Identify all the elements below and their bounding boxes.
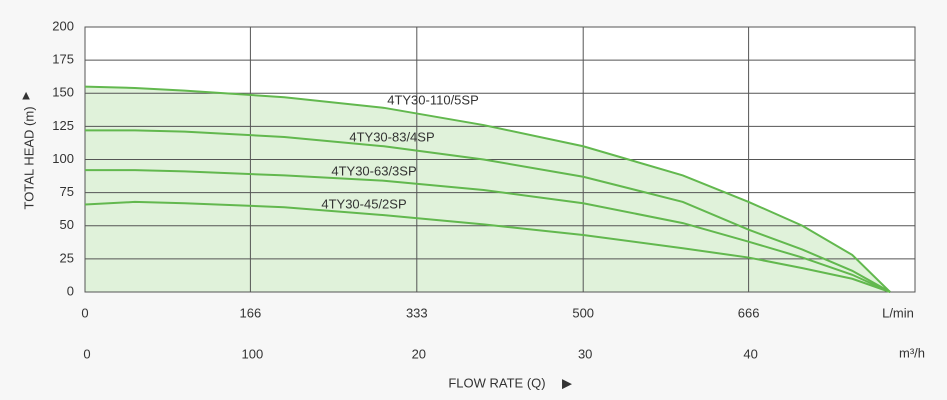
curve: [84, 200, 891, 293]
y-tick-label: 150: [52, 85, 74, 100]
x-tick-label: 166: [240, 305, 262, 320]
curve-label: 4TY30-110/5SP: [387, 92, 479, 107]
y-tick-label: 50: [60, 217, 74, 232]
curve: [85, 169, 891, 293]
x2-tick-label: 30: [578, 346, 592, 361]
y-tick-label: 125: [52, 118, 74, 133]
plot-border: [84, 26, 916, 293]
x2-unit: m³/h: [899, 345, 925, 360]
x2-tick-label: 40: [743, 346, 757, 361]
curve-label: 4TY30-83/4SP: [349, 129, 434, 144]
y-tick-label: 100: [52, 151, 74, 166]
x2-tick-label: 0: [83, 346, 90, 361]
y-tick-label: 200: [52, 18, 74, 33]
y-tick-label: 75: [60, 184, 74, 199]
x-unit: L/min: [882, 305, 914, 320]
x-axis-title: FLOW RATE (Q): [448, 375, 545, 390]
curve: [84, 85, 891, 293]
x-tick-label: 333: [406, 305, 428, 320]
x2-tick-label: 100: [242, 346, 264, 361]
y-tick-label: 25: [60, 250, 74, 265]
y-tick-label: 0: [67, 283, 74, 298]
curve-label: 4TY30-63/3SP: [331, 163, 416, 178]
curve-label: 4TY30-45/2SP: [321, 196, 406, 211]
axis-arrow: ▲: [20, 87, 33, 102]
x2-tick-label: 20: [412, 346, 426, 361]
curve: [85, 129, 891, 293]
y-tick-label: 175: [52, 52, 74, 67]
x-tick-label: 666: [738, 305, 760, 320]
x-tick-label: 500: [572, 305, 594, 320]
axis-arrow: ▶: [562, 375, 572, 390]
y-axis-title: TOTAL HEAD (m): [21, 106, 36, 209]
x-tick-label: 0: [81, 305, 88, 320]
